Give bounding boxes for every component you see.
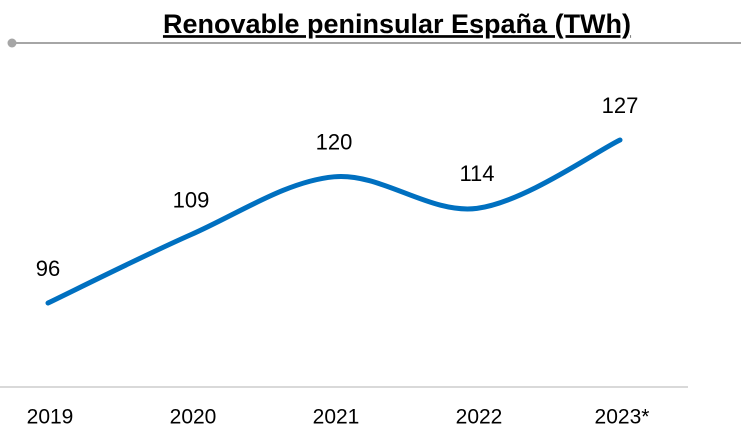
x-tick-label: 2022: [456, 406, 503, 429]
data-label: 120: [316, 130, 353, 155]
x-tick-label: 2023*: [595, 406, 650, 429]
data-label: 96: [36, 256, 60, 281]
data-line: [45, 137, 623, 306]
chart-title: Renovable peninsular España (TWh): [163, 9, 631, 39]
x-tick-label: 2021: [313, 406, 360, 429]
data-label: 114: [459, 161, 494, 186]
title-rule-dot: [7, 38, 17, 48]
x-tick-label: 2020: [170, 406, 217, 429]
data-label: 127: [602, 93, 639, 118]
x-tick-label: 2019: [27, 406, 74, 429]
data-label: 109: [173, 187, 210, 212]
